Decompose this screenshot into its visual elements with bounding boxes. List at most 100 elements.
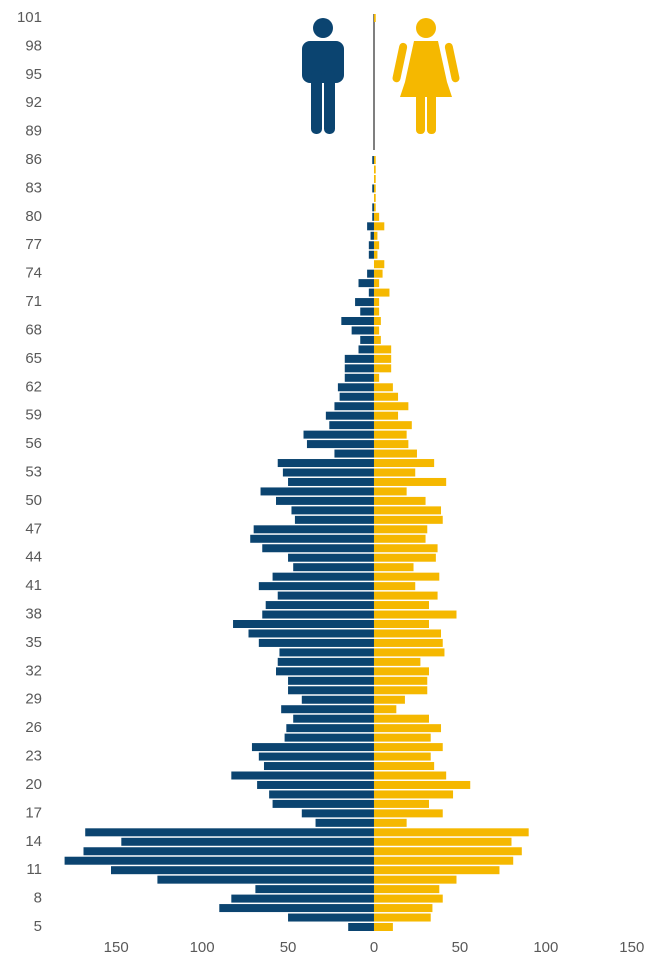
x-tick-label: 50 (452, 939, 469, 955)
bar (373, 563, 414, 572)
bar (373, 307, 380, 316)
bar (373, 317, 381, 325)
bar (279, 648, 374, 657)
y-tick-label: 17 (25, 804, 42, 821)
bar (372, 156, 374, 165)
bar (373, 714, 429, 723)
y-tick-label: 89 (25, 123, 42, 140)
bar (269, 790, 374, 799)
x-tick-label: 100 (533, 939, 558, 955)
bar (251, 743, 374, 752)
bar (83, 847, 374, 856)
y-tick-label: 35 (25, 634, 42, 651)
bar (111, 866, 374, 875)
bar (373, 686, 428, 695)
bar (276, 667, 374, 676)
bar (373, 582, 416, 591)
bar (373, 326, 380, 335)
y-tick-label: 59 (25, 407, 42, 424)
bar (288, 676, 374, 685)
x-tick-label: 0 (370, 939, 378, 955)
bar (253, 525, 374, 534)
y-tick-label: 98 (25, 37, 42, 54)
bar (325, 411, 374, 420)
bar (373, 288, 390, 297)
bar (373, 620, 429, 628)
bar (250, 534, 374, 543)
x-tick-label: 100 (190, 939, 215, 955)
y-tick-label: 20 (25, 776, 42, 793)
bar (344, 364, 374, 373)
bar (373, 345, 392, 354)
bar (231, 894, 374, 903)
bar (284, 733, 374, 742)
bar (373, 449, 417, 458)
bar (373, 14, 376, 22)
bar (368, 288, 374, 297)
y-tick-label: 8 (34, 890, 42, 907)
bar (373, 856, 514, 865)
bar (277, 657, 374, 666)
bar (255, 885, 374, 894)
y-tick-label: 5 (34, 918, 42, 935)
x-tick-label: 150 (619, 939, 644, 955)
y-tick-label: 74 (25, 265, 42, 282)
bar (373, 705, 397, 714)
bar (373, 525, 428, 534)
bar (277, 591, 374, 600)
bar (373, 260, 385, 269)
bar (337, 383, 374, 392)
bar (373, 544, 438, 553)
bar (373, 496, 426, 505)
bar (373, 534, 426, 543)
bar (258, 638, 374, 647)
y-tick-label: 86 (25, 151, 42, 168)
bar (373, 610, 457, 619)
bar (288, 477, 374, 486)
bar (373, 790, 454, 799)
y-tick-label: 32 (25, 662, 42, 679)
bar (373, 752, 431, 761)
bar (373, 212, 380, 221)
y-tick-label: 68 (25, 321, 42, 338)
bar (373, 269, 383, 278)
bar (339, 392, 374, 401)
bar (373, 430, 407, 439)
bar (360, 335, 374, 344)
bar (121, 837, 374, 846)
bar (373, 383, 393, 392)
y-tick-label: 77 (25, 236, 42, 253)
bar (373, 156, 376, 165)
y-tick-label: 14 (25, 833, 42, 850)
bar (373, 553, 436, 562)
female-icon (392, 18, 460, 134)
bar (282, 468, 374, 477)
bar (373, 885, 440, 894)
y-tick-label: 95 (25, 66, 42, 83)
bar (373, 392, 399, 401)
y-tick-label: 47 (25, 520, 42, 537)
bar (373, 241, 380, 250)
bar (373, 904, 433, 913)
bar (373, 762, 435, 771)
bar (373, 875, 457, 884)
bar (373, 913, 431, 922)
bar (306, 440, 374, 449)
bar (367, 222, 374, 231)
y-tick-label: 80 (25, 208, 42, 225)
bar (372, 203, 374, 212)
y-tick-label: 26 (25, 719, 42, 736)
bar (258, 582, 374, 591)
bar (344, 354, 374, 363)
bar (233, 620, 374, 628)
bar (276, 496, 374, 505)
bar (373, 847, 522, 856)
y-tick-label: 23 (25, 748, 42, 765)
bar (373, 250, 378, 259)
bar (260, 487, 374, 496)
bar (231, 771, 374, 780)
bar (294, 515, 374, 524)
bar (373, 364, 392, 373)
bar (358, 279, 374, 288)
bar (64, 856, 374, 865)
